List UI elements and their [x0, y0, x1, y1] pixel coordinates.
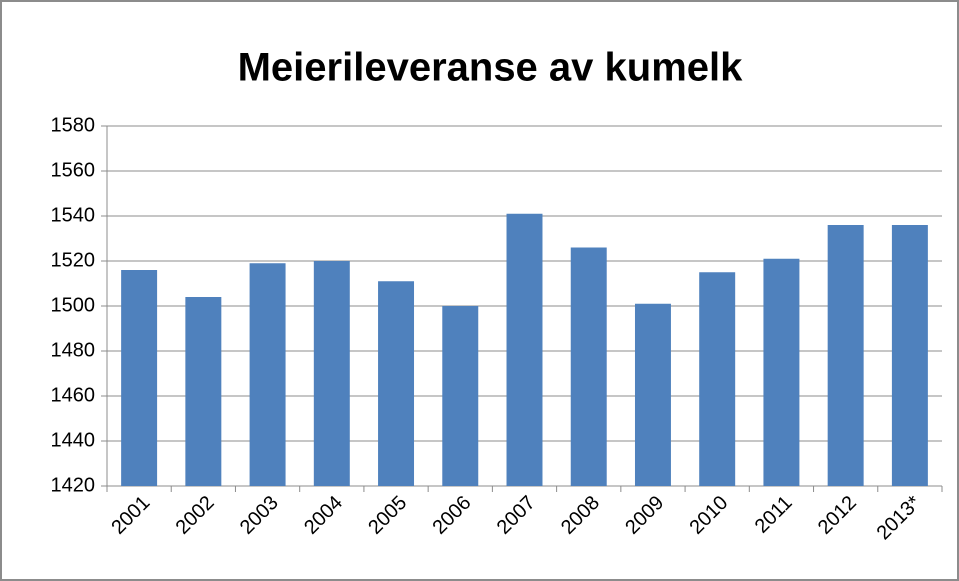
- bar: [249, 263, 286, 486]
- y-tick-label: 1440: [51, 429, 96, 451]
- bar: [506, 213, 543, 486]
- y-tick-label: 1540: [51, 204, 96, 226]
- bar: [313, 261, 350, 486]
- bar: [763, 258, 800, 486]
- y-tick-label: 1420: [51, 474, 96, 496]
- y-tick-label: 1560: [51, 159, 96, 181]
- bar: [827, 225, 864, 486]
- bar: [442, 306, 479, 486]
- y-tick-label: 1500: [51, 294, 96, 316]
- bar: [891, 225, 928, 486]
- bar: [570, 247, 607, 486]
- y-tick-label: 1580: [51, 114, 96, 136]
- bar: [699, 272, 736, 486]
- bar: [378, 281, 415, 486]
- y-tick-label: 1460: [51, 384, 96, 406]
- chart-title: Meierileveranse av kumelk: [238, 46, 744, 90]
- y-tick-label: 1480: [51, 339, 96, 361]
- bar: [121, 270, 158, 486]
- bar: [634, 303, 671, 486]
- bar: [185, 297, 222, 486]
- y-tick-label: 1520: [51, 249, 96, 271]
